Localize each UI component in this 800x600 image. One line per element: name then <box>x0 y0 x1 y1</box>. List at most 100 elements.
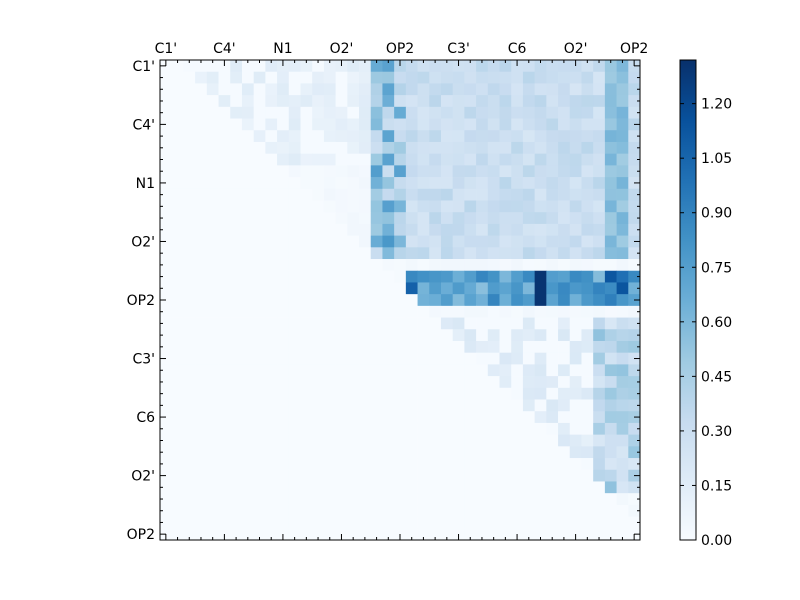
heatmap-cell <box>230 364 243 377</box>
heatmap-cell <box>218 305 231 318</box>
heatmap-cell <box>593 282 606 295</box>
heatmap-cell <box>160 317 173 330</box>
heatmap-cell <box>288 469 301 482</box>
heatmap-cell <box>569 130 582 143</box>
heatmap-cell <box>616 141 629 155</box>
heatmap-cell <box>522 282 535 295</box>
heatmap-cell <box>593 387 606 400</box>
heatmap-cell <box>581 294 594 307</box>
heatmap-cell <box>183 282 196 295</box>
heatmap-cell <box>359 387 372 400</box>
heatmap-cell <box>616 235 629 248</box>
heatmap-cell <box>370 153 383 166</box>
heatmap-cell <box>359 270 372 283</box>
heatmap-cell <box>405 387 418 400</box>
heatmap-cell <box>511 458 524 471</box>
heatmap-cell <box>347 411 360 424</box>
heatmap-cell <box>370 259 383 272</box>
heatmap-cell <box>265 83 278 96</box>
heatmap-cell <box>558 95 571 108</box>
heatmap-cell <box>347 329 360 342</box>
heatmap-cell <box>511 481 524 494</box>
heatmap-cell <box>370 165 383 178</box>
heatmap-cell <box>288 422 301 435</box>
heatmap-cell <box>288 259 301 272</box>
heatmap-cell <box>323 387 336 400</box>
heatmap-cell <box>183 387 196 400</box>
heatmap-cell <box>288 340 301 354</box>
heatmap-cell <box>206 141 219 155</box>
heatmap-cell <box>347 212 360 225</box>
heatmap-cell <box>417 165 430 178</box>
heatmap-cell <box>312 422 325 435</box>
heatmap-cell <box>429 118 442 131</box>
heatmap-cell <box>417 60 430 73</box>
heatmap-cell <box>241 469 255 482</box>
heatmap-cell <box>593 434 606 447</box>
heatmap-cell <box>195 177 208 190</box>
heatmap-cell <box>487 387 500 400</box>
heatmap-cell <box>534 493 547 506</box>
heatmap-cell <box>230 387 243 400</box>
heatmap-cell <box>253 212 266 225</box>
heatmap-cell <box>581 458 594 471</box>
heatmap-cell <box>347 317 360 330</box>
heatmap-cell <box>534 71 547 84</box>
heatmap-cell <box>241 165 255 178</box>
heatmap-cell <box>206 259 219 272</box>
heatmap-cell <box>522 141 535 155</box>
heatmap-cell <box>487 141 500 155</box>
heatmap-cell <box>241 200 255 213</box>
heatmap-cell <box>452 376 465 389</box>
heatmap-cell <box>417 340 430 354</box>
heatmap-cell <box>195 504 208 517</box>
heatmap-cell <box>534 340 547 354</box>
heatmap-cell <box>347 340 360 354</box>
heatmap-cell <box>569 60 582 73</box>
heatmap-cell <box>452 422 465 435</box>
heatmap-cell <box>323 305 336 318</box>
heatmap-cell <box>534 141 547 155</box>
heatmap-cell <box>476 434 489 447</box>
heatmap-cell <box>522 340 535 354</box>
heatmap-cell <box>300 235 313 248</box>
heatmap-cell <box>499 282 512 295</box>
heatmap-cell <box>323 364 336 377</box>
heatmap-cell <box>417 212 430 225</box>
heatmap-cell <box>628 329 641 342</box>
heatmap-cell <box>476 130 489 143</box>
heatmap-cell <box>464 282 477 295</box>
heatmap-cell <box>183 493 196 506</box>
heatmap-cell <box>604 434 617 447</box>
heatmap-cell <box>288 130 301 143</box>
heatmap-cell <box>300 469 313 482</box>
heatmap-cell <box>499 446 512 459</box>
heatmap-cell <box>534 469 547 482</box>
heatmap-cell <box>628 340 641 354</box>
heatmap-cell <box>558 106 571 119</box>
heatmap-cell <box>359 212 372 225</box>
heatmap-cell <box>593 235 606 248</box>
heatmap-cell <box>195 458 208 471</box>
heatmap-cell <box>195 340 208 354</box>
heatmap-cell <box>487 106 500 119</box>
heatmap-cell <box>546 270 559 283</box>
heatmap-cell <box>265 247 278 260</box>
heatmap-cell <box>429 83 442 96</box>
heatmap-cell <box>604 469 617 482</box>
heatmap-cell <box>476 352 489 365</box>
heatmap-cell <box>487 446 500 459</box>
heatmap-cell <box>312 446 325 459</box>
heatmap-cell <box>546 212 559 225</box>
heatmap-cell <box>218 376 231 389</box>
heatmap-cell <box>288 352 301 365</box>
heatmap-cell <box>253 71 266 84</box>
heatmap-cell <box>581 223 594 236</box>
heatmap-cell <box>546 188 559 201</box>
heatmap-cell <box>604 329 617 342</box>
heatmap-cell <box>581 329 594 342</box>
heatmap-cell <box>347 153 360 166</box>
heatmap-cell <box>253 422 266 435</box>
heatmap-cell <box>195 188 208 201</box>
heatmap-cell <box>476 364 489 377</box>
